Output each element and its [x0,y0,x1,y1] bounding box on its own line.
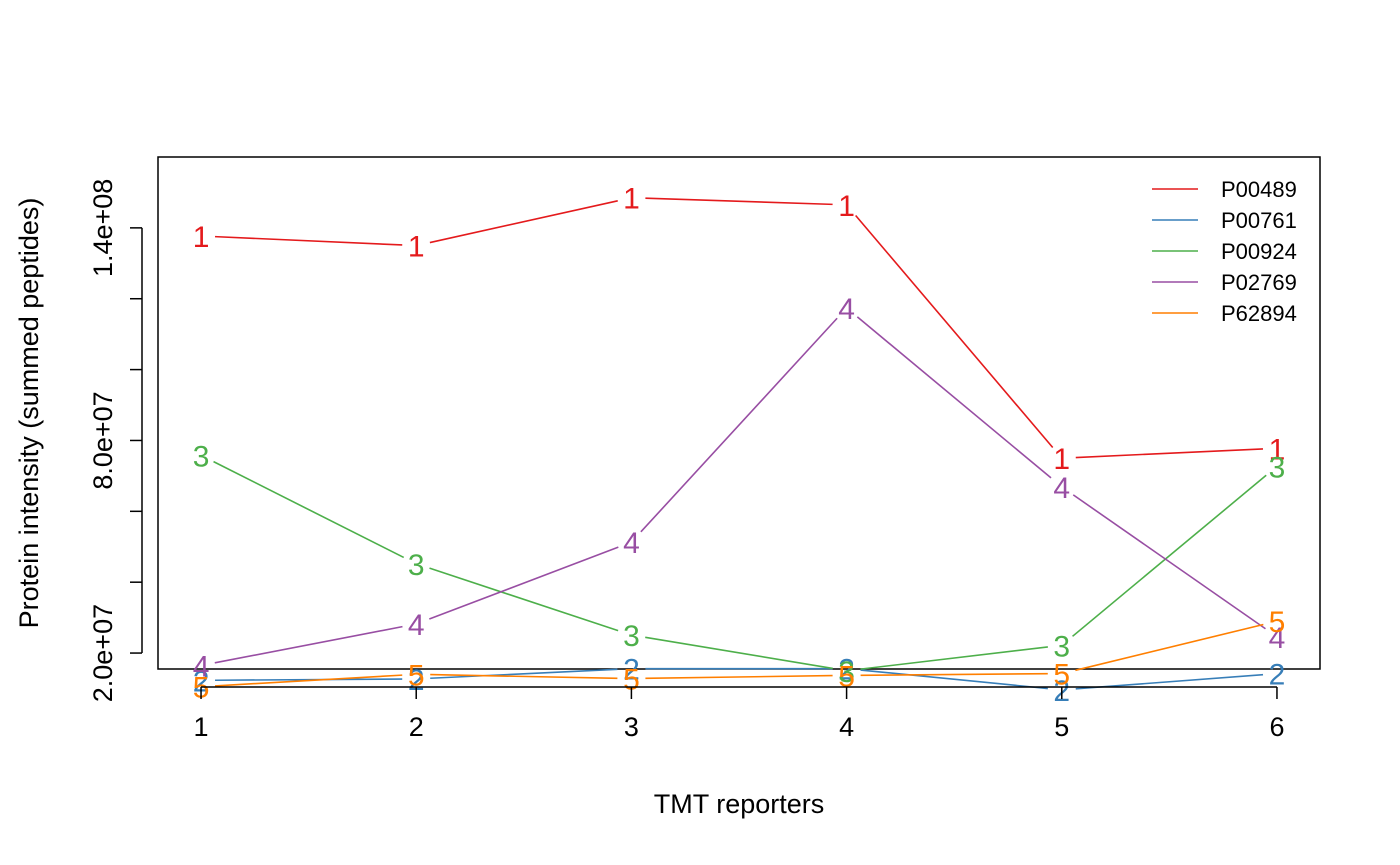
data-point-marker: 3 [838,656,855,689]
series-line-segment [860,672,1048,677]
series-line-segment [860,646,1048,670]
series-line-segment [640,317,838,533]
data-point-marker: 5 [1269,606,1286,639]
data-point-marker: 2 [838,654,855,687]
data-point-marker: 3 [1269,451,1286,484]
x-tick-label: 2 [409,712,424,742]
data-point-marker: 5 [1053,659,1070,692]
series-line-segment [1072,474,1267,637]
data-point-marker: 3 [1053,630,1070,663]
series-P00761: 2 2 2 22 2 [193,654,1286,708]
data-point-marker: 3 [408,549,425,582]
series-line-segment [645,636,833,670]
series-line-segment [214,674,403,687]
legend: P00489 P00761 P00924 P02769 P62894 [1152,177,1297,326]
data-point-marker: 3 [623,620,640,653]
data-point-marker: 4 [1269,622,1286,655]
y-tick-label: 1.4e+08 [88,179,118,277]
x-tick-label: 6 [1269,712,1284,742]
series-P00489: 1 1 1 1 1 1 [193,183,1286,476]
x-tick-label: 3 [624,712,639,742]
legend-label-P00761: P00761 [1221,208,1297,233]
series-line-segment [214,625,403,664]
series-line-segment [215,678,403,682]
series-line-segment [213,460,405,559]
legend-label-P62894: P62894 [1221,301,1297,326]
data-point-marker: 1 [1269,433,1286,466]
data-point-marker: 2 [408,664,425,697]
data-point-marker: 1 [1053,443,1070,476]
series-line-segment [214,235,403,246]
series-line-segment [856,316,1052,479]
series-P02769: 4 4 4 4 4 4 [193,293,1286,684]
series-line-segment [645,197,833,206]
data-point-marker: 5 [838,660,855,693]
series-line-segment [429,567,619,632]
data-point-marker: 5 [408,659,425,692]
data-point-marker: 5 [623,664,640,697]
y-tick-label: 8.0e+07 [88,391,118,489]
data-point-marker: 4 [838,293,855,326]
x-tick-label: 5 [1054,712,1069,742]
y-axis: 2.0e+07 8.0e+07 1.4e+08 [88,179,143,702]
data-point-marker: 1 [623,183,640,216]
series-line-segment [860,669,1048,690]
legend-label-P00924: P00924 [1221,239,1297,264]
series-P00924: 3 3 3 3 3 3 [193,440,1286,688]
y-axis-title: Protein intensity (summed peptides) [14,198,44,629]
series-line-segment [1075,623,1264,672]
series-line-segment [1075,448,1264,459]
legend-label-P00489: P00489 [1221,177,1297,202]
data-point-marker: 4 [1053,472,1070,505]
data-point-marker: 2 [623,654,640,687]
series-line-segment [1072,494,1266,630]
legend-label-P02769: P02769 [1221,270,1297,295]
series-line-segment [430,668,618,680]
x-axis-title: TMT reporters [654,789,825,819]
plot-frame [157,156,1321,670]
data-point-marker: 4 [623,527,640,560]
x-axis: 1 2 3 4 5 6 [194,686,1284,742]
x-tick-label: 4 [839,712,854,742]
series-line-segment [429,546,619,620]
data-point-marker: 4 [408,609,425,642]
series-line-segment [645,674,833,680]
data-point-marker: 2 [193,665,210,698]
data-point-marker: 1 [408,231,425,264]
series-P62894: 5 5 5 5 55 [193,606,1286,705]
data-point-marker: 1 [838,190,855,223]
y-tick-label: 2.0e+07 [88,604,118,702]
series-line-segment [430,673,618,680]
data-point-marker: 4 [193,650,210,683]
x-tick-label: 1 [194,712,209,742]
series-line-segment [429,200,618,244]
data-point-marker: 3 [193,440,210,473]
data-point-marker: 1 [193,221,210,254]
series-line-segment [855,214,1054,449]
data-point-marker: 2 [1269,659,1286,692]
